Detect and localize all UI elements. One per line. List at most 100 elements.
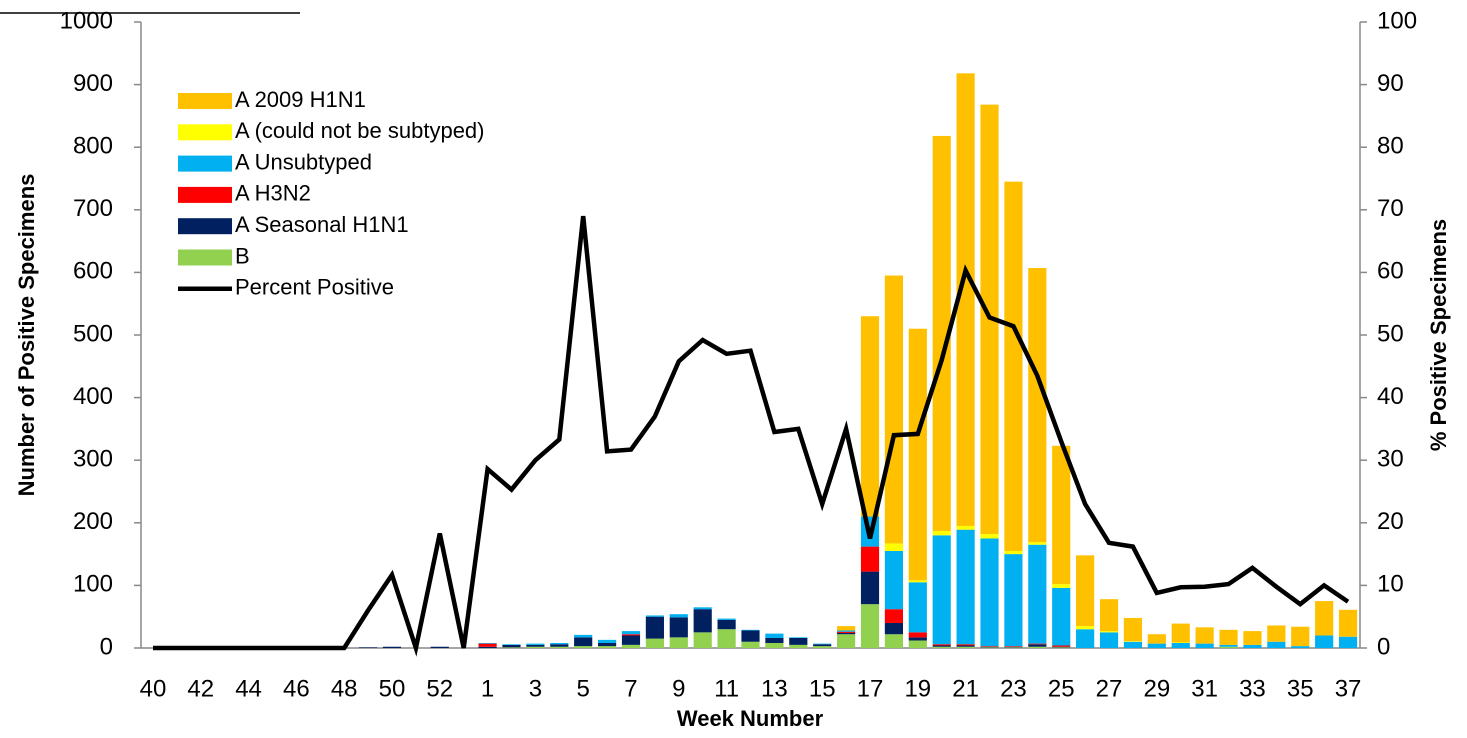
bar (884, 609, 903, 623)
bar (932, 135, 951, 531)
y-tick-label: 200 (73, 508, 113, 535)
bar (1219, 646, 1238, 648)
y2-tick-label: 60 (1377, 258, 1404, 285)
x-tick-label: 7 (624, 675, 637, 702)
bar (765, 642, 784, 648)
bar (717, 618, 736, 620)
bar (884, 634, 903, 648)
y-tick-label: 400 (73, 383, 113, 410)
bar (932, 535, 951, 645)
bar (1052, 584, 1071, 588)
bar (908, 640, 927, 648)
bar (1195, 627, 1214, 644)
x-tick-label: 19 (904, 675, 931, 702)
bar (478, 643, 497, 647)
x-tick-label: 40 (140, 675, 167, 702)
bar (980, 534, 999, 539)
bar (1004, 647, 1023, 648)
y-tick-label: 1000 (60, 7, 113, 34)
legend-swatch (178, 218, 232, 235)
bar (956, 645, 975, 647)
x-tick-label: 35 (1287, 675, 1314, 702)
bar (1147, 634, 1166, 644)
bar (1028, 544, 1047, 644)
bar (1123, 641, 1143, 642)
bar (621, 635, 641, 645)
x-tick-label: 31 (1191, 675, 1218, 702)
bar (837, 630, 856, 632)
bar (478, 646, 497, 648)
bar (908, 328, 927, 581)
bar (1028, 268, 1047, 543)
bar (741, 630, 760, 642)
bar (1004, 550, 1023, 555)
bar (574, 637, 593, 647)
x-tick-label: 27 (1096, 675, 1123, 702)
bar (502, 644, 521, 645)
bar (837, 634, 856, 648)
legend-label: A Unsubtyped (235, 149, 372, 174)
legend-swatch (178, 93, 232, 109)
bar (550, 646, 569, 648)
x-tick-label: 52 (426, 675, 453, 702)
bar (980, 647, 999, 648)
y-tick-label: 500 (73, 320, 113, 347)
bar (1099, 632, 1119, 648)
bar (1099, 599, 1119, 632)
legend-label: A (could not be subtyped) (235, 118, 485, 143)
bar (1267, 641, 1286, 648)
bar (1028, 643, 1047, 645)
x-tick-label: 13 (761, 675, 788, 702)
legend-label: Percent Positive (235, 275, 394, 300)
y-tick-label: 800 (73, 133, 113, 160)
bar (621, 634, 641, 636)
bar (1004, 646, 1023, 648)
bar (932, 530, 951, 536)
bar (430, 646, 449, 648)
bar (884, 275, 903, 544)
y2-tick-label: 20 (1377, 508, 1404, 535)
bar (860, 316, 880, 517)
bar (693, 607, 712, 610)
bar (598, 639, 617, 643)
x-tick-label: 9 (672, 675, 685, 702)
bar (621, 644, 641, 648)
bar (837, 632, 856, 635)
bar (358, 647, 378, 648)
x-tick-label: 11 (714, 675, 739, 702)
bar (1171, 642, 1190, 648)
bar (526, 643, 545, 645)
bar (741, 629, 760, 631)
legend-swatch (178, 124, 232, 141)
y2-tick-label: 50 (1377, 320, 1404, 347)
bar (980, 646, 999, 648)
bar (884, 543, 903, 551)
bar (908, 580, 927, 583)
bar (669, 637, 688, 648)
bar (1123, 617, 1143, 642)
bar (813, 644, 832, 647)
bar (956, 646, 975, 648)
bar (502, 647, 521, 648)
bar (908, 582, 927, 633)
y-tick-label: 700 (73, 195, 113, 222)
bar (837, 626, 856, 631)
bar (645, 616, 664, 639)
legend-label: B (235, 243, 250, 268)
bar (741, 641, 760, 648)
bar (932, 646, 951, 648)
y2-tick-label: 0 (1377, 633, 1390, 660)
y-tick-label: 300 (73, 446, 113, 473)
bar (813, 646, 832, 648)
bar (956, 73, 975, 526)
y2-tick-label: 90 (1377, 70, 1404, 97)
bar (645, 615, 664, 617)
bar (1171, 623, 1190, 643)
bar (956, 525, 975, 530)
bar (1219, 629, 1238, 645)
bar (1076, 626, 1095, 630)
bar (598, 642, 617, 647)
bar (1099, 631, 1119, 633)
legend-label: A Seasonal H1N1 (235, 212, 409, 237)
bar (550, 642, 569, 645)
